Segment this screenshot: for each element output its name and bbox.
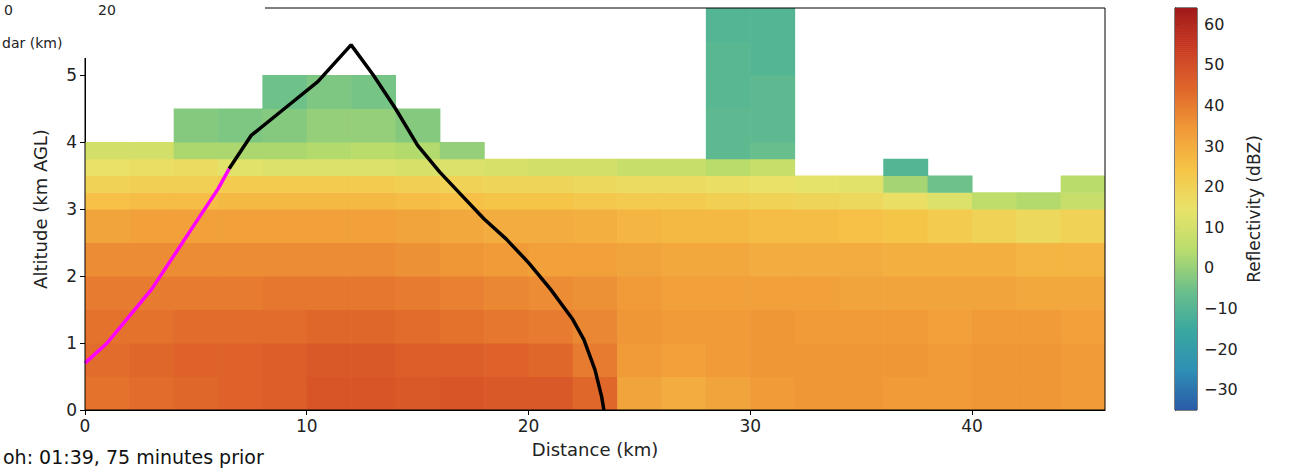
svg-text:1: 1: [66, 333, 77, 353]
svg-text:4: 4: [66, 132, 77, 152]
svg-text:dar (km): dar (km): [2, 35, 62, 51]
svg-text:−10: −10: [1204, 299, 1238, 318]
svg-text:10: 10: [1204, 218, 1224, 237]
svg-text:60: 60: [1204, 15, 1224, 34]
svg-text:20: 20: [98, 2, 116, 18]
svg-text:0: 0: [66, 400, 77, 420]
svg-text:Reflectivity (dBZ): Reflectivity (dBZ): [1244, 135, 1264, 283]
svg-text:20: 20: [1204, 177, 1224, 196]
svg-text:3: 3: [66, 199, 77, 219]
svg-text:40: 40: [1204, 96, 1224, 115]
svg-text:oh: 01:39, 75 minutes prior: oh: 01:39, 75 minutes prior: [3, 446, 264, 468]
svg-text:20: 20: [518, 416, 540, 436]
svg-text:0: 0: [80, 416, 91, 436]
svg-text:40: 40: [961, 416, 983, 436]
svg-text:−20: −20: [1204, 340, 1238, 359]
svg-text:Distance (km): Distance (km): [532, 439, 658, 460]
svg-text:30: 30: [739, 416, 761, 436]
svg-text:Altitude (km AGL): Altitude (km AGL): [30, 129, 51, 289]
svg-text:0: 0: [1204, 258, 1214, 277]
svg-text:50: 50: [1204, 55, 1224, 74]
svg-text:−30: −30: [1204, 380, 1238, 399]
svg-text:2: 2: [66, 266, 77, 286]
svg-text:10: 10: [296, 416, 318, 436]
svg-text:0: 0: [4, 2, 13, 18]
svg-text:30: 30: [1204, 137, 1224, 156]
svg-text:5: 5: [66, 65, 77, 85]
